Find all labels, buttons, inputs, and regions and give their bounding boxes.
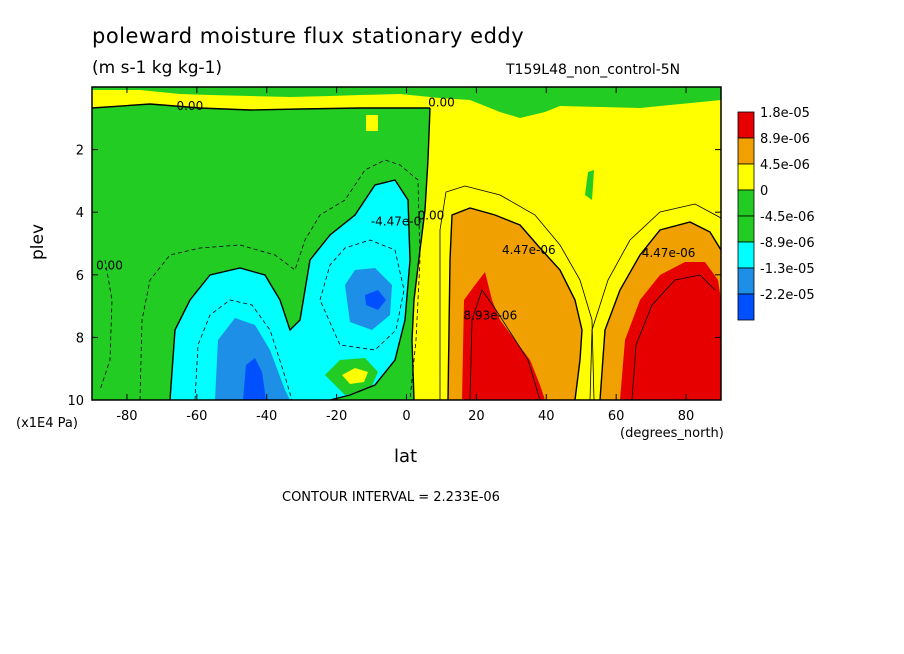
region-blue-south xyxy=(215,318,290,400)
legend-label: 0 xyxy=(760,184,768,199)
y-tick-label: 8 xyxy=(76,331,84,346)
legend-label: -2.2e-05 xyxy=(760,288,815,303)
y-tick-label: 10 xyxy=(67,394,84,409)
legend-swatch xyxy=(737,163,755,191)
contour-interval: CONTOUR INTERVAL = 2.233E-06 xyxy=(282,490,500,505)
x-tick-label: -40 xyxy=(256,409,277,424)
chart-units: (m s-1 kg kg-1) xyxy=(92,58,223,78)
x-tick-label: -60 xyxy=(186,409,207,424)
contour-thin-red-pole xyxy=(631,274,716,400)
contour-label: 4.47e-06 xyxy=(642,246,696,260)
x-tick-label: 80 xyxy=(678,409,695,424)
legend-swatch xyxy=(737,137,755,165)
legend-swatch xyxy=(737,111,755,139)
y-axis-units: (x1E4 Pa) xyxy=(16,416,78,431)
contour-label: 4.47e-06 xyxy=(502,243,556,257)
x-tick-label: 40 xyxy=(538,409,555,424)
y-tick-label: 4 xyxy=(76,206,84,221)
contour-thin-lines xyxy=(439,185,721,400)
x-tick-label: -80 xyxy=(116,409,137,424)
contour-thin-pole xyxy=(589,203,721,400)
legend-label: -4.5e-06 xyxy=(760,210,815,225)
y-tick-label: 2 xyxy=(76,144,84,159)
contour-cyan-edge xyxy=(169,179,411,400)
legend-label: 1.8e-05 xyxy=(760,106,810,121)
legend-label: -8.9e-06 xyxy=(760,236,815,251)
region-red-pole xyxy=(620,262,721,400)
x-tick-label: 20 xyxy=(468,409,485,424)
legend-label: 8.9e-06 xyxy=(760,132,810,147)
dataset-label: T159L48_non_control-5N xyxy=(506,62,681,78)
legend-swatch xyxy=(737,241,755,269)
contour-orange-pole-edge xyxy=(599,221,721,400)
contour-label: 0.00 xyxy=(96,258,123,272)
region-yellow-patch-a xyxy=(366,115,378,131)
legend-label: 4.5e-06 xyxy=(760,158,810,173)
contour-lines xyxy=(92,103,721,400)
y-axis: 2 4 6 8 10 xyxy=(67,144,721,409)
contour-dashed-lines xyxy=(99,159,421,400)
contour-zero-top xyxy=(92,103,430,111)
legend-swatch xyxy=(737,189,755,217)
chart-title: poleward moisture flux stationary eddy xyxy=(92,24,525,48)
x-axis-units: (degrees_north) xyxy=(620,426,724,441)
x-axis-label: lat xyxy=(394,446,418,467)
contour-dashed-d xyxy=(99,259,113,391)
contour-orange-edge xyxy=(447,207,583,400)
region-red-nh xyxy=(462,272,545,400)
y-axis-label: plev xyxy=(28,223,48,260)
region-blue-mid-core xyxy=(365,290,386,310)
x-axis: -80 -60 -40 -20 0 20 40 60 80 xyxy=(116,87,694,424)
contour-labels: 0.00 0.000.000.00-4.47e-04.47e-068.93e-06… xyxy=(96,96,695,323)
contour-label: 8.93e-06 xyxy=(464,308,518,322)
legend-swatch xyxy=(737,267,755,295)
color-legend: 1.8e-05 8.9e-06 4.5e-06 0 -4.5e-06 -8.9e-06 -1… xyxy=(737,106,815,321)
y-tick-label: 6 xyxy=(76,269,84,284)
region-green-top xyxy=(92,87,721,118)
legend-label: -1.3e-05 xyxy=(760,262,815,277)
contour-label: 0.00 xyxy=(418,208,445,222)
contour-label: 0.00 xyxy=(428,96,455,110)
contour-dashed-a xyxy=(139,159,421,400)
legend-swatch xyxy=(737,293,755,321)
contour-dashed-c xyxy=(319,239,405,351)
x-tick-label: 0 xyxy=(402,409,410,424)
region-blue-core xyxy=(243,358,266,400)
contour-label: -4.47e-0 xyxy=(371,215,421,229)
legend-swatch xyxy=(737,215,755,243)
filled-contours xyxy=(92,87,721,400)
region-yellow-spot xyxy=(342,368,368,384)
region-green-patch xyxy=(585,170,594,200)
contour-label: 0.00 xyxy=(176,99,203,113)
contour-thin-nh xyxy=(439,185,595,400)
x-tick-label: -20 xyxy=(326,409,347,424)
contour-thin-red xyxy=(469,289,541,400)
x-tick-label: 60 xyxy=(608,409,625,424)
